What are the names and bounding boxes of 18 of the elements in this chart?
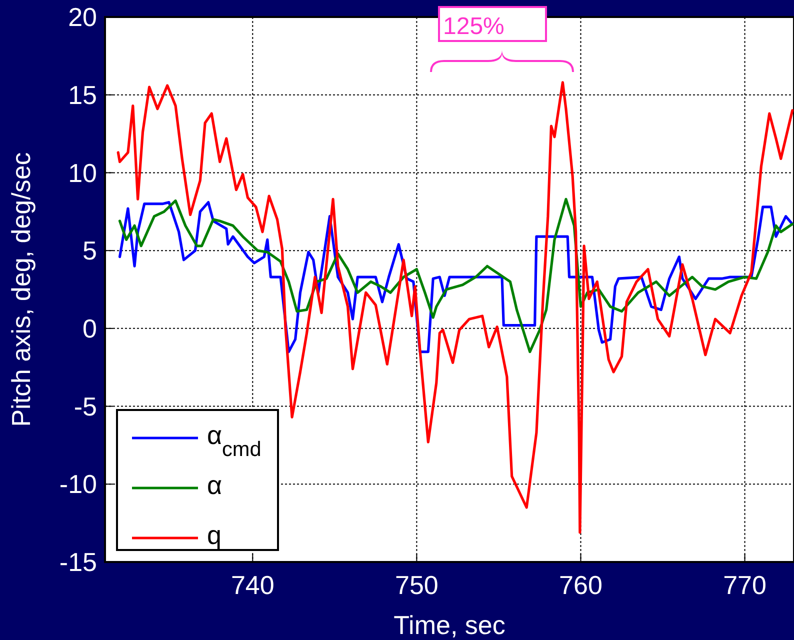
y-tick-label: -5 xyxy=(74,391,97,422)
annotation: 125% xyxy=(443,13,504,40)
y-tick-label: 20 xyxy=(68,2,97,32)
x-tick-label: 750 xyxy=(394,570,438,600)
legend-label: q xyxy=(207,520,222,550)
y-tick-label: 10 xyxy=(68,158,97,188)
x-tick-label: 760 xyxy=(559,570,602,600)
x-axis-title: Time, sec xyxy=(394,610,506,640)
y-tick-label: -15 xyxy=(59,547,97,578)
legend-label: α$_{cmd}$ xyxy=(207,420,262,460)
y-axis-title: Pitch axis, deg, deg/sec xyxy=(6,152,36,427)
y-tick-label: 0 xyxy=(82,314,97,344)
legend-label: α xyxy=(207,470,222,500)
y-tick-label: 15 xyxy=(68,80,97,110)
x-tick-label: 740 xyxy=(230,570,274,600)
y-tick-label: 5 xyxy=(82,236,97,266)
x-tick-label: 770 xyxy=(723,570,766,600)
y-tick-label: -10 xyxy=(59,469,97,500)
